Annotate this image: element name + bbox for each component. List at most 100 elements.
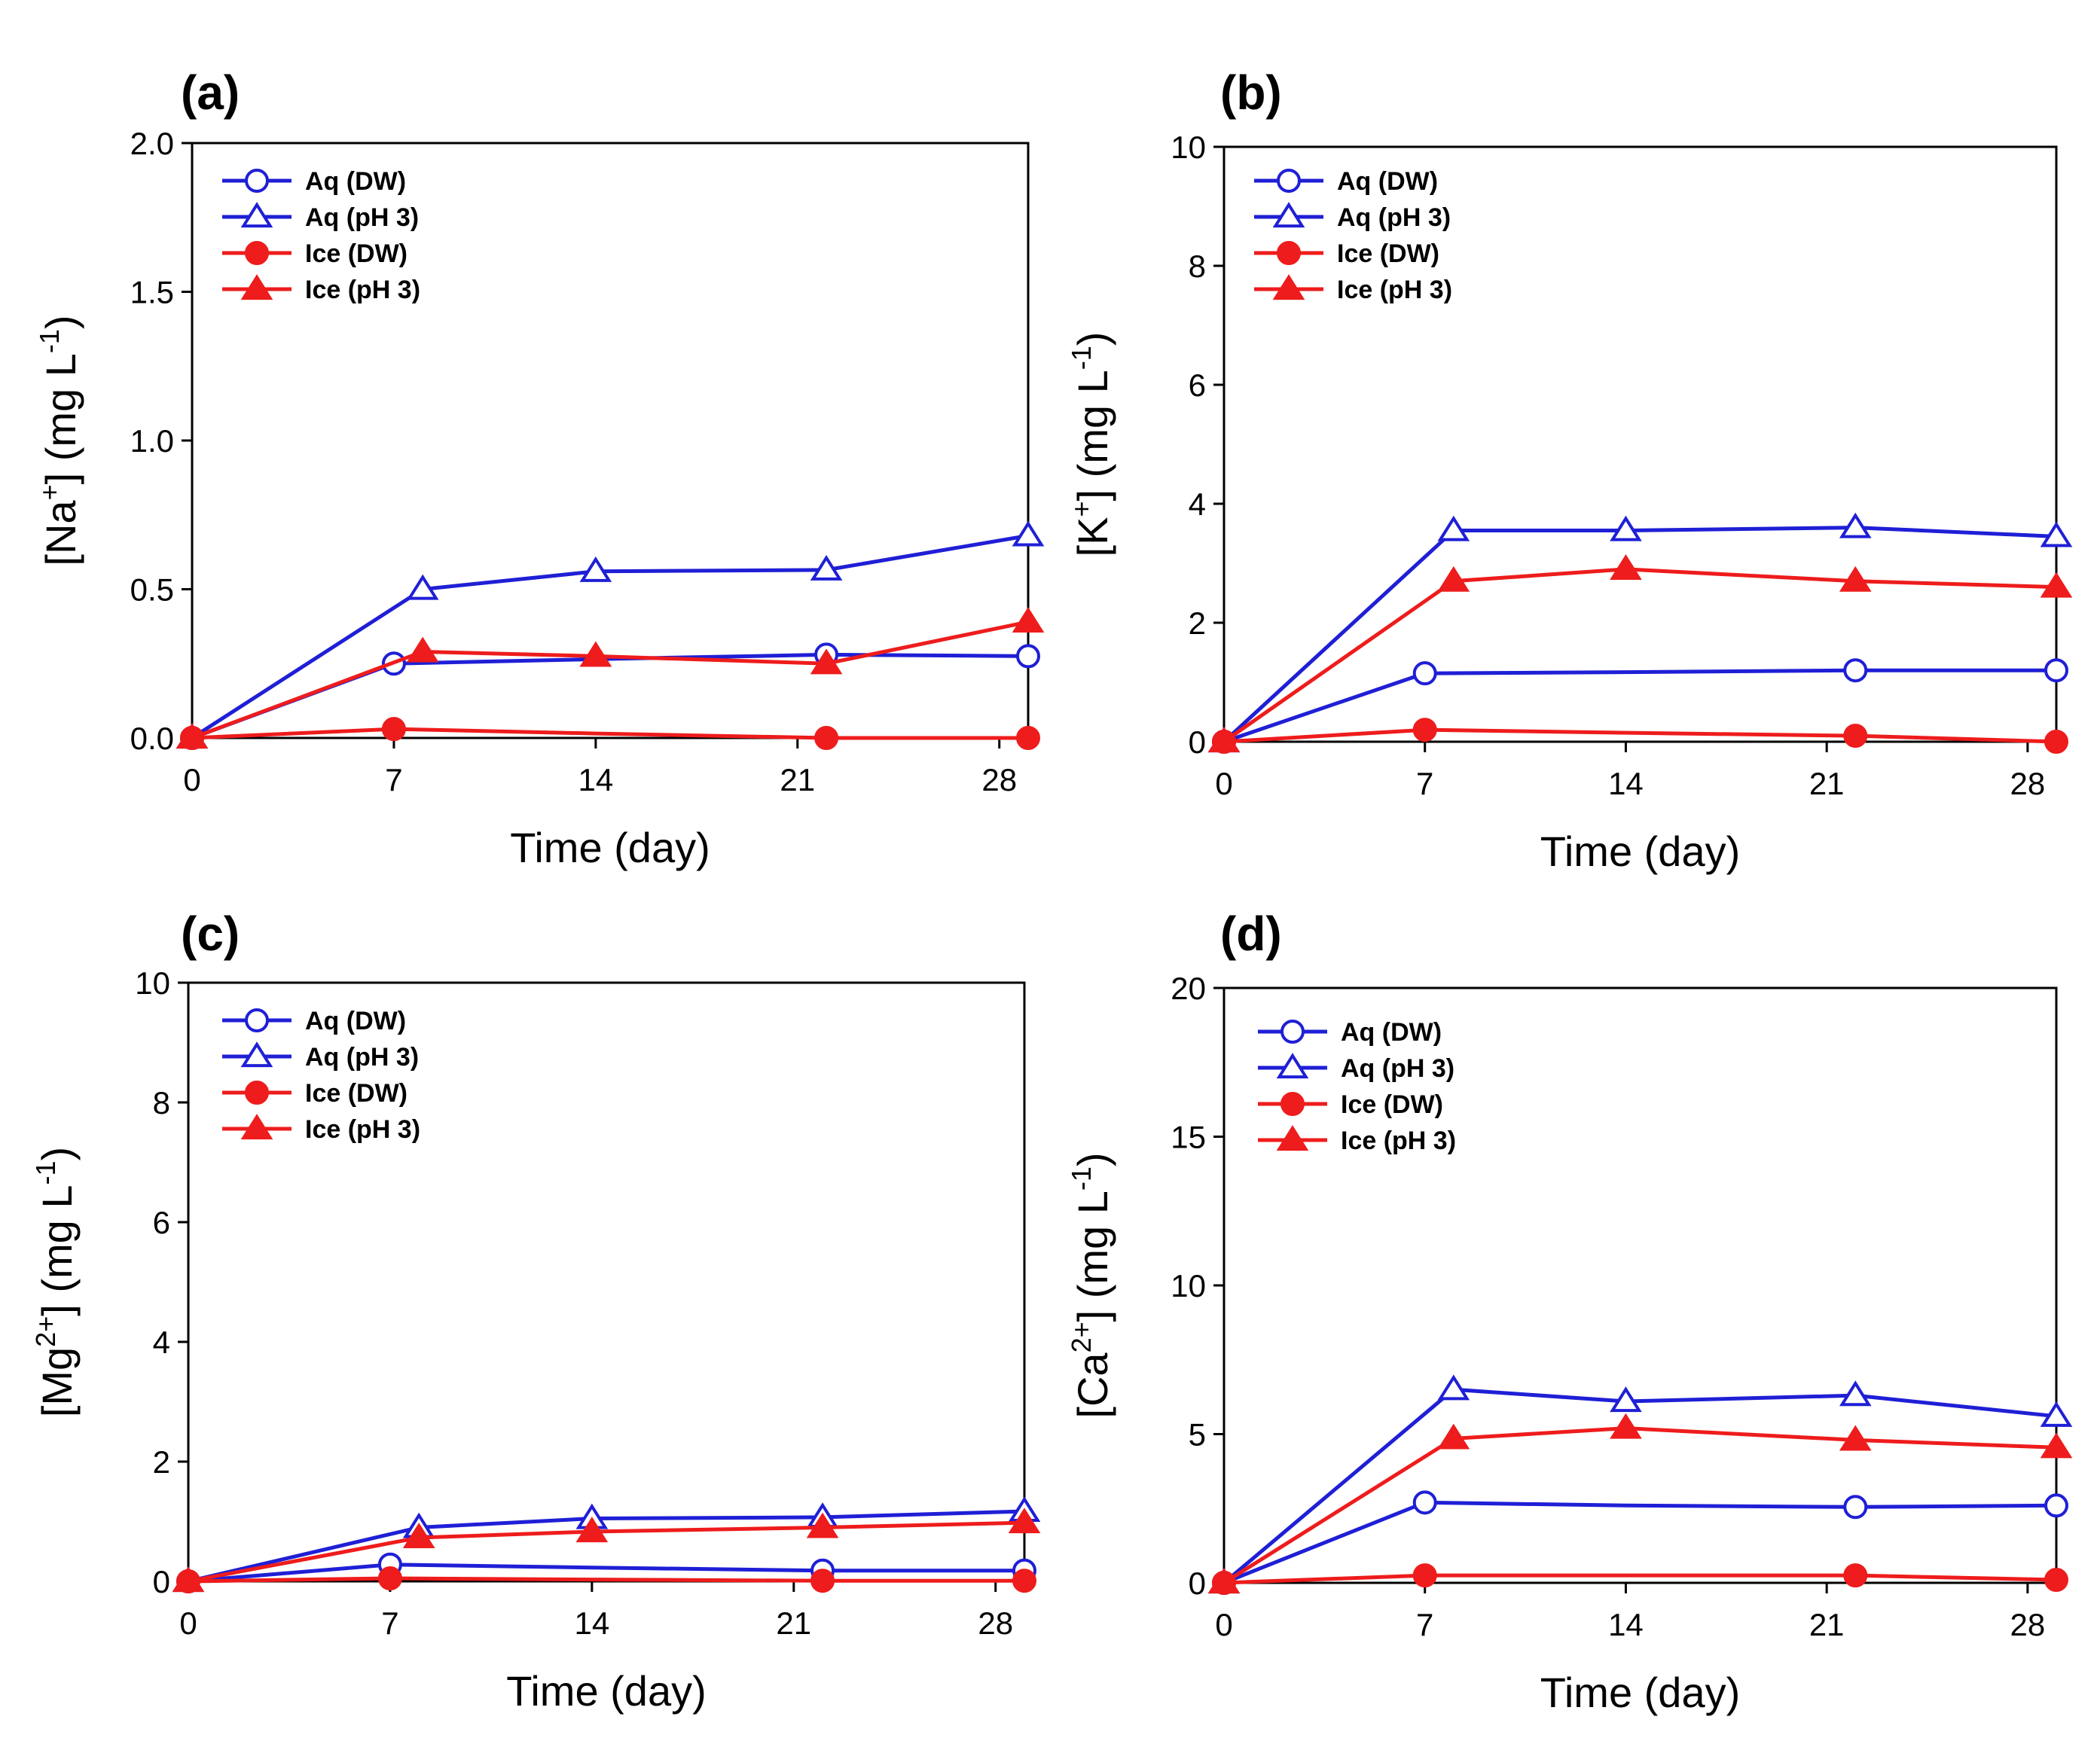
x-tick-label: 14 [1608, 766, 1644, 801]
data-point [1839, 566, 1872, 592]
legend: Aq (DW) Aq (pH 3) Ice (DW) Ice (pH 3) [222, 1007, 420, 1144]
legend-marker [245, 241, 269, 265]
legend-label: Ice (DW) [1341, 1090, 1443, 1119]
y-axis-title-sup: + [34, 484, 65, 500]
series-line [191, 652, 1029, 740]
x-tick-label: 14 [578, 762, 614, 797]
x-tick-label: 0 [1215, 1607, 1232, 1642]
legend-label: Aq (pH 3) [305, 203, 419, 232]
y-tick-label: 6 [153, 1205, 170, 1240]
y-axis-title-sup2: -1 [30, 1160, 61, 1184]
y-tick-label: 15 [1171, 1120, 1206, 1155]
data-point [1610, 1386, 1642, 1413]
data-point [1412, 1490, 1437, 1515]
data-point [381, 717, 406, 742]
series-ice-ph-3- [1207, 1413, 2073, 1594]
y-tick-label: 20 [1171, 971, 1206, 1006]
legend-marker [1277, 169, 1301, 193]
data-point [1843, 658, 1868, 683]
y-axis-title: [Na+] (mg L-1) [34, 315, 84, 566]
x-tick-label: 28 [2010, 766, 2046, 801]
legend-label: Ice (pH 3) [305, 1115, 420, 1144]
legend-label: Aq (DW) [305, 167, 406, 196]
x-tick-label: 28 [2010, 1607, 2046, 1642]
y-tick-label: 1.5 [130, 275, 174, 310]
panel-label: (a) [181, 66, 240, 120]
data-point [1012, 1569, 1036, 1593]
legend-marker [1276, 1125, 1309, 1151]
data-point [1012, 607, 1045, 633]
legend: Aq (DW) Aq (pH 3) Ice (DW) Ice (pH 3) [1258, 1018, 1456, 1155]
data-point [1839, 1425, 1872, 1451]
series-line [188, 1576, 1024, 1584]
data-point [2044, 1568, 2068, 1593]
series-line [1223, 1500, 2057, 1585]
x-tick-label: 28 [981, 762, 1017, 797]
data-point [1016, 726, 1040, 750]
data-point [1437, 1423, 1470, 1450]
legend-marker [240, 274, 273, 300]
data-point [2044, 658, 2068, 683]
y-axis-title-mid: ] (mg L [37, 353, 84, 484]
y-tick-label: 0 [1189, 724, 1206, 760]
data-point [2040, 1401, 2073, 1427]
y-tick-label: 10 [1171, 130, 1206, 165]
y-axis-title-sup: + [1066, 501, 1097, 517]
data-point [1839, 1380, 1872, 1407]
y-tick-label: 0 [153, 1564, 170, 1599]
y-tick-label: 8 [1189, 248, 1206, 284]
data-point [575, 1517, 609, 1543]
series-ice-ph-3- [176, 607, 1045, 749]
legend-marker [1280, 1092, 1305, 1116]
series-line [1223, 727, 2057, 744]
y-axis-title-pre: [Na [37, 500, 84, 566]
data-point [810, 554, 843, 581]
x-tick-label: 21 [1809, 1607, 1845, 1642]
x-tick-label: 7 [385, 762, 402, 797]
x-tick-label: 21 [1809, 766, 1845, 801]
x-tick-label: 21 [780, 762, 815, 797]
data-point [1412, 718, 1437, 742]
data-point [2040, 572, 2073, 598]
data-point [406, 574, 439, 600]
data-point [1207, 727, 1241, 753]
y-tick-label: 2 [153, 1444, 170, 1480]
y-tick-label: 10 [1171, 1268, 1206, 1303]
y-axis-title-mid: ] (mg L [1069, 370, 1116, 501]
y-tick-label: 0.5 [130, 572, 174, 608]
x-axis-title: Time (day) [510, 824, 710, 871]
legend-marker [240, 202, 273, 228]
legend-marker [1272, 202, 1305, 228]
y-axis-title-post: ) [1069, 332, 1116, 346]
y-axis-title-post: ) [1069, 1152, 1116, 1166]
data-point [1610, 554, 1642, 580]
data-point [1610, 1413, 1642, 1439]
legend-label: Aq (pH 3) [1341, 1054, 1454, 1083]
y-tick-label: 1.0 [130, 423, 174, 459]
data-point [1207, 1568, 1241, 1594]
series-line [191, 620, 1029, 740]
series-ice-dw- [1212, 718, 2068, 754]
legend-marker [1277, 241, 1301, 265]
x-tick-label: 28 [978, 1605, 1013, 1641]
y-axis-title-pre: [K [1069, 517, 1116, 557]
x-tick-label: 0 [183, 762, 200, 797]
data-point [814, 726, 839, 750]
y-tick-label: 4 [1189, 486, 1206, 522]
y-axis-title-sup2: -1 [1066, 1166, 1097, 1191]
series-ice-dw- [1212, 1563, 2068, 1595]
legend: Aq (DW) Aq (pH 3) Ice (DW) Ice (pH 3) [222, 167, 420, 304]
data-point [810, 648, 843, 675]
legend-label: Ice (pH 3) [1341, 1127, 1456, 1155]
data-point [1843, 1495, 1868, 1520]
series-line [191, 533, 1029, 740]
plot-frame [187, 981, 1026, 1583]
legend-label: Ice (DW) [305, 239, 407, 268]
data-point [406, 636, 439, 663]
data-point [1437, 515, 1470, 541]
x-tick-label: 14 [575, 1605, 610, 1641]
chart-panel-a: (a) 0.0 0.5 1.0 1.5 2.0 0 7 14 21 28 Time (day) [Na+… [34, 66, 1045, 871]
legend-marker [240, 1041, 273, 1068]
series-line [188, 1563, 1024, 1584]
